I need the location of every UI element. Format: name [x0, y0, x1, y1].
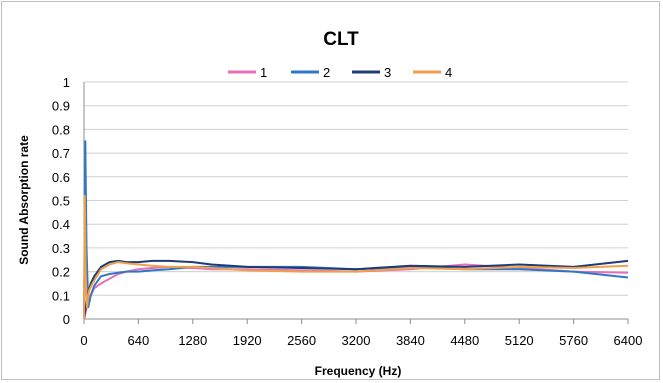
- y-tick-label: 0.9: [52, 99, 70, 114]
- legend-label-4: 4: [445, 65, 452, 80]
- series-group: [83, 140, 629, 320]
- x-tick-label: 4480: [450, 333, 479, 348]
- series-line-3: [83, 259, 629, 320]
- x-tick-label: 2560: [287, 333, 316, 348]
- series-line-1: [83, 263, 629, 320]
- y-tick-label: 0.4: [52, 217, 70, 232]
- y-tick-label: 0.1: [52, 288, 70, 303]
- legend-label-2: 2: [323, 65, 330, 80]
- chart-title: CLT: [323, 29, 359, 50]
- y-tick-label: 0.5: [52, 194, 70, 209]
- legend: 1 2 3 4: [228, 65, 452, 80]
- x-tick-label: 5120: [505, 333, 534, 348]
- x-tick-label: 3840: [396, 333, 425, 348]
- x-tick-label: 1280: [178, 333, 207, 348]
- x-tick-label: 6400: [614, 333, 643, 348]
- legend-label-3: 3: [384, 65, 391, 80]
- series-line-4: [83, 194, 629, 320]
- grid: [83, 81, 628, 320]
- x-tick-label: 640: [128, 333, 150, 348]
- y-tick-label: 0: [63, 312, 70, 327]
- series-line-2: [83, 140, 629, 320]
- y-axis-ticks: 0 0.1 0.2 0.3 0.4 0.5 0.6 0.7 0.8 0.9 1: [52, 75, 70, 327]
- y-tick-label: 0.6: [52, 170, 70, 185]
- y-axis-label: Sound Absorption rate: [17, 135, 31, 265]
- legend-label-1: 1: [260, 65, 267, 80]
- x-axis-ticks: 0 640 1280 1920 2560 3200 3840 4480 5120 5760 6400: [80, 319, 642, 348]
- x-axis-label: Frequency (Hz): [315, 364, 402, 378]
- y-tick-label: 0.7: [52, 146, 70, 161]
- y-tick-label: 0.2: [52, 265, 70, 280]
- y-tick-label: 1: [63, 75, 70, 90]
- x-tick-label: 1920: [233, 333, 262, 348]
- y-tick-label: 0.3: [52, 241, 70, 256]
- y-tick-label: 0.8: [52, 122, 70, 137]
- x-tick-label: 5760: [559, 333, 588, 348]
- x-tick-label: 0: [80, 333, 87, 348]
- x-tick-label: 3200: [342, 333, 371, 348]
